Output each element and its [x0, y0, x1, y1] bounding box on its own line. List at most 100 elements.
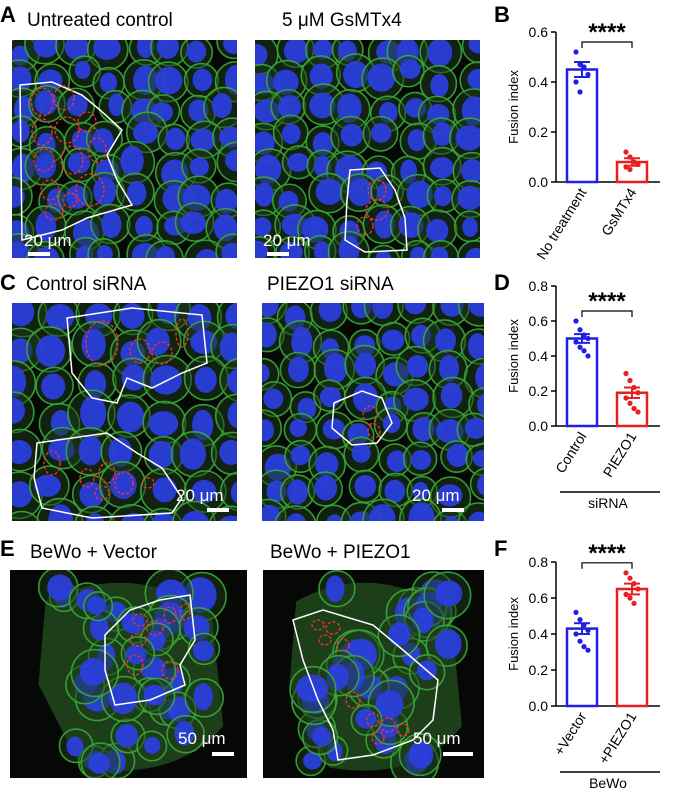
- syncytium-overlay: [344, 167, 408, 253]
- y-tick-label: 0.8: [529, 278, 549, 294]
- micrograph-piezo1-sirna: 20 μm: [262, 303, 484, 521]
- micrograph-bewo-piezo1: 50 μm: [263, 570, 484, 778]
- panel-label-a: A: [0, 2, 16, 27]
- nucleus: [85, 513, 105, 521]
- nucleus: [412, 416, 435, 442]
- bar: [565, 68, 599, 184]
- y-tick-label: 0.6: [529, 313, 549, 329]
- data-point: [585, 71, 591, 78]
- nucleus: [467, 511, 484, 521]
- nucleus: [432, 122, 453, 147]
- syncytium-outline: [66, 307, 208, 404]
- data-point: [635, 390, 641, 396]
- data-point: [631, 600, 637, 606]
- nucleus: [219, 332, 237, 363]
- nucleus: [155, 66, 183, 95]
- group-label: siRNA: [588, 495, 628, 511]
- data-point: [623, 370, 629, 377]
- nucleus: [439, 355, 460, 382]
- nucleus: [150, 365, 182, 395]
- nucleus: [338, 236, 360, 258]
- nucleus: [288, 356, 309, 383]
- nucleus: [126, 180, 147, 206]
- nucleus: [427, 40, 453, 67]
- data-point: [627, 575, 633, 581]
- nucleus: [273, 69, 299, 95]
- data-point: [623, 149, 629, 155]
- nucleus: [148, 411, 179, 437]
- nucleus: [412, 481, 429, 500]
- syncytium-outline: [33, 432, 183, 519]
- nucleus: [354, 352, 377, 378]
- syncytium-overlay: [331, 390, 393, 446]
- data-point: [623, 164, 629, 170]
- y-tick-label: 0.4: [529, 348, 549, 364]
- nucleus: [326, 514, 343, 521]
- nucleus: [262, 322, 277, 348]
- nucleus: [88, 752, 110, 774]
- nucleus: [468, 303, 484, 317]
- data-point: [577, 327, 583, 333]
- nucleus: [313, 241, 331, 258]
- nucleus: [189, 157, 210, 177]
- data-point: [577, 638, 583, 644]
- nucleus: [80, 395, 107, 431]
- fused-nuclei: [30, 85, 107, 221]
- nucleus: [255, 217, 272, 237]
- scale-bar: [207, 508, 229, 512]
- nucleus: [179, 438, 206, 470]
- scale-label-c-left: 20 μm: [176, 486, 224, 505]
- nucleus: [287, 479, 308, 505]
- nucleus: [255, 43, 268, 67]
- nucleus: [219, 515, 237, 521]
- data-point: [573, 609, 579, 615]
- nucleus: [472, 449, 484, 468]
- scale-label-e-right: 50 μm: [413, 729, 461, 748]
- nucleus: [180, 211, 207, 235]
- fused-nuclei: [43, 318, 189, 501]
- nucleus: [156, 303, 180, 325]
- cell-membrane: [219, 471, 237, 512]
- y-tick-label: 0.0: [529, 174, 549, 190]
- title-bewo-vector: BeWo + Vector: [30, 542, 157, 563]
- nucleus: [410, 449, 432, 470]
- panel-label-f: F: [494, 536, 508, 561]
- significance-bracket: [581, 562, 633, 569]
- syncytium-overlay: [292, 609, 439, 761]
- nucleus: [290, 445, 311, 466]
- micrograph-control-sirna: 20 μm: [12, 303, 237, 521]
- cell-membrane: [12, 510, 41, 521]
- micrograph-gsmtx4: 20 μm: [255, 40, 480, 258]
- fused-nuclei: [356, 179, 389, 236]
- nucleus: [192, 640, 214, 662]
- nucleus: [221, 242, 237, 258]
- nucleus: [315, 452, 339, 477]
- syncytium-overlay: [33, 307, 208, 519]
- nucleus: [67, 152, 91, 174]
- y-tick-label: 0.0: [529, 698, 549, 714]
- fused-nuclei: [362, 405, 381, 439]
- significance-bracket: [581, 310, 633, 317]
- nucleus: [286, 513, 306, 521]
- data-point: [581, 644, 587, 650]
- nucleus: [467, 68, 480, 90]
- nucleus: [12, 66, 32, 92]
- nucleus: [79, 657, 107, 686]
- nucleus: [291, 326, 313, 358]
- scale-label-c-right: 20 μm: [412, 486, 460, 505]
- title-piezo1-sirna: PIEZO1 siRNA: [267, 274, 394, 295]
- nucleus: [340, 123, 363, 147]
- data-point: [585, 627, 591, 633]
- data-point: [585, 647, 591, 653]
- nucleus: [35, 335, 66, 367]
- syncytium-outline: [104, 594, 196, 706]
- scale-label-a-right: 20 μm: [263, 231, 311, 250]
- nucleus: [312, 726, 332, 747]
- nucleus: [386, 450, 408, 473]
- nucleus: [101, 210, 122, 239]
- group-label: BeWo: [589, 775, 627, 790]
- data-point: [623, 570, 629, 576]
- nucleus: [354, 474, 377, 498]
- syncytium-outline: [331, 390, 393, 446]
- y-tick-label: 0.0: [529, 418, 549, 434]
